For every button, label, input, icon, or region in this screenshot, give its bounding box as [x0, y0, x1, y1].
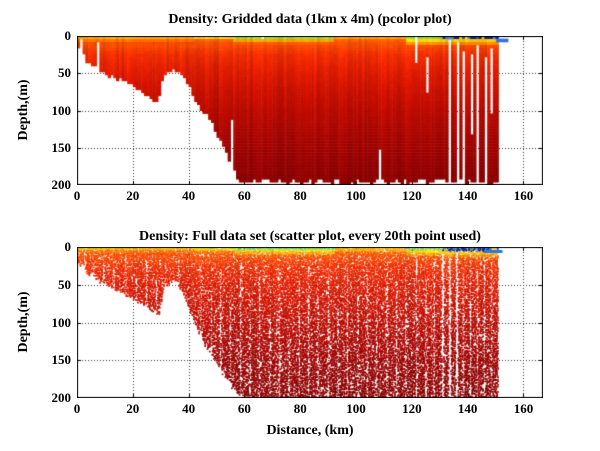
bottom-y-tick-label: 150 [51, 352, 72, 368]
bottom-x-tick-label: 100 [346, 401, 366, 416]
scatter-plot-canvas [77, 247, 543, 398]
top-x-tick-label: 80 [293, 188, 307, 203]
bottom-x-tick-label: 140 [457, 401, 478, 416]
top-plot-y-axis-label: Depth,(m) [16, 79, 31, 141]
top-x-tick-label: 140 [457, 188, 478, 203]
top-x-tick-label: 40 [182, 188, 196, 203]
x-axis-label: Distance, (km) [266, 423, 354, 438]
bottom-y-tick-label: 100 [51, 314, 72, 330]
bottom-plot-y-axis-label: Depth,(m) [16, 291, 31, 353]
top-x-tick-label: 100 [346, 188, 366, 203]
top-y-tick-label: 0 [64, 28, 72, 43]
bottom-y-tick-label: 0 [64, 239, 72, 254]
bottom-plot-title: Density: Full data set (scatter plot, ev… [139, 229, 481, 244]
bottom-x-tick-label: 40 [182, 401, 196, 416]
top-y-tick-label: 100 [51, 102, 72, 118]
top-y-tick-label: 150 [51, 139, 72, 155]
bottom-x-tick-label: 0 [73, 401, 81, 416]
top-x-tick-label: 160 [513, 188, 534, 203]
bottom-y-tick-label: 50 [58, 276, 71, 292]
top-y-tick-label: 200 [51, 177, 72, 192]
top-x-tick-label: 120 [402, 188, 422, 203]
top-x-tick-label: 0 [73, 188, 81, 203]
top-plot-title: Density: Gridded data (1km x 4m) (pcolor… [168, 12, 452, 27]
bottom-x-tick-label: 80 [293, 401, 307, 416]
top-x-tick-label: 20 [126, 188, 140, 203]
bottom-y-tick-label: 200 [51, 390, 72, 405]
bottom-x-tick-label: 60 [237, 401, 251, 416]
pcolor-plot-canvas [77, 36, 543, 185]
bottom-x-tick-label: 20 [126, 401, 140, 416]
top-x-tick-label: 60 [237, 188, 251, 203]
bottom-x-tick-label: 160 [513, 401, 534, 416]
bottom-x-tick-label: 120 [402, 401, 422, 416]
top-y-tick-label: 50 [58, 65, 71, 81]
